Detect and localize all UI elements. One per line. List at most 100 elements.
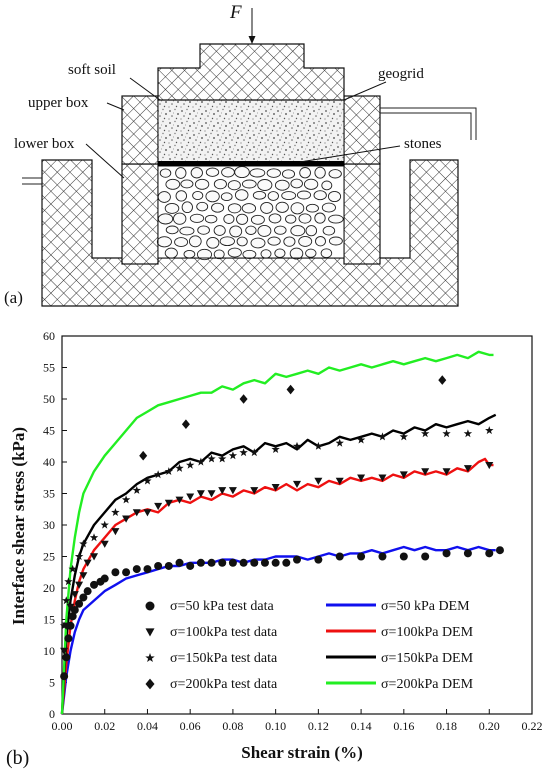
stone — [267, 191, 279, 201]
test-point-1 — [314, 555, 323, 564]
shear-stress-chart: 0.00 0.02 0.04 0.06 0.08 0.10 0.12 0.14 0.16 0.18… — [6, 329, 543, 769]
legend-label-test-1: σ=50 kPa test data — [170, 599, 274, 614]
stone — [206, 236, 220, 249]
test-point-3 — [218, 454, 227, 463]
x-tick-label: 0.12 — [308, 719, 329, 733]
test-point-4 — [286, 384, 295, 395]
y-tick-label: 55 — [43, 361, 55, 375]
legend-label-dem-2: σ=100kPa DEM — [381, 625, 474, 640]
dem-line-2 — [60, 457, 494, 715]
x-tick-label: 0.14 — [351, 719, 372, 733]
x-tick-label: 0.22 — [522, 719, 543, 733]
test-point-1 — [282, 558, 291, 567]
stone — [322, 225, 336, 236]
y-tick-label: 15 — [43, 613, 55, 627]
stone — [229, 225, 243, 238]
stone — [213, 225, 226, 236]
test-point-1 — [111, 568, 120, 577]
left-fitting — [22, 177, 42, 185]
shear-box-diagram: F soft soil upper box lower box geogrid … — [4, 2, 477, 307]
y-tick-label: 35 — [43, 487, 55, 501]
test-point-3 — [271, 445, 280, 453]
stone — [275, 201, 289, 213]
lower-box-right-wall — [343, 163, 381, 265]
test-point-3 — [399, 432, 408, 441]
stone — [189, 213, 205, 223]
stone — [165, 225, 179, 235]
stone — [274, 225, 287, 235]
test-point-1 — [399, 552, 408, 561]
legend-label-dem-3: σ=150kPa DEM — [381, 651, 474, 666]
test-point-3 — [442, 429, 451, 438]
test-point-1 — [122, 568, 131, 577]
stone — [190, 167, 203, 179]
y-tick-label: 30 — [43, 518, 55, 532]
stone — [234, 189, 249, 201]
stone — [321, 202, 336, 213]
stone — [305, 248, 317, 258]
stone — [174, 237, 189, 248]
label-lower-box: lower box — [14, 136, 75, 152]
test-point-3 — [68, 564, 77, 573]
stone — [205, 190, 220, 203]
test-point-2 — [463, 465, 472, 473]
test-point-3 — [250, 448, 259, 457]
test-point-3 — [228, 451, 238, 460]
stone — [315, 236, 326, 247]
stone — [241, 203, 257, 214]
stone — [266, 168, 281, 178]
test-point-2 — [175, 496, 184, 504]
test-point-1 — [68, 612, 77, 621]
test-point-3 — [292, 441, 302, 450]
test-point-3 — [239, 448, 248, 457]
test-point-2 — [90, 553, 99, 561]
x-tick-label: 0.02 — [94, 719, 115, 733]
stone — [245, 225, 257, 235]
stone — [313, 190, 327, 201]
test-point-2 — [421, 468, 430, 476]
test-point-1 — [250, 558, 259, 567]
test-point-1 — [293, 555, 301, 564]
stone — [175, 167, 187, 179]
stone — [181, 201, 193, 214]
panel-a-label: (a) — [4, 288, 23, 307]
test-point-2 — [60, 647, 69, 655]
dem-line-4 — [60, 350, 494, 715]
stone — [267, 236, 281, 246]
stone — [173, 212, 187, 225]
stone — [223, 214, 235, 224]
stone — [180, 179, 194, 189]
y-tick-label: 0 — [49, 707, 55, 721]
stone — [165, 178, 181, 190]
y-tick-label: 5 — [49, 676, 55, 690]
test-point-3 — [100, 520, 109, 529]
test-point-1 — [357, 552, 366, 561]
test-point-1 — [175, 558, 184, 567]
test-point-1 — [239, 558, 248, 567]
stone — [298, 213, 312, 224]
stone — [159, 168, 172, 178]
test-point-3 — [314, 441, 323, 450]
test-point-2 — [293, 480, 301, 489]
stone — [257, 224, 272, 237]
test-point-2 — [228, 487, 237, 495]
geogrid-layer — [158, 161, 344, 166]
test-point-2 — [271, 484, 280, 492]
test-point-1 — [335, 552, 344, 561]
stone — [290, 202, 305, 215]
stone — [157, 191, 171, 203]
test-point-3 — [485, 426, 494, 435]
stone — [305, 225, 318, 237]
test-point-3 — [463, 429, 473, 438]
test-point-3 — [89, 533, 99, 542]
legend-label-dem-1: σ=50 kPa DEM — [381, 599, 470, 614]
stone — [260, 249, 272, 259]
stone — [205, 167, 220, 177]
test-point-1 — [186, 561, 195, 570]
test-point-2 — [100, 540, 109, 548]
test-point-3 — [79, 539, 88, 548]
stone — [236, 213, 249, 225]
x-tick-label: 0.06 — [180, 719, 201, 733]
x-tick-label: 0.00 — [52, 719, 73, 733]
label-upper-box: upper box — [28, 95, 89, 111]
